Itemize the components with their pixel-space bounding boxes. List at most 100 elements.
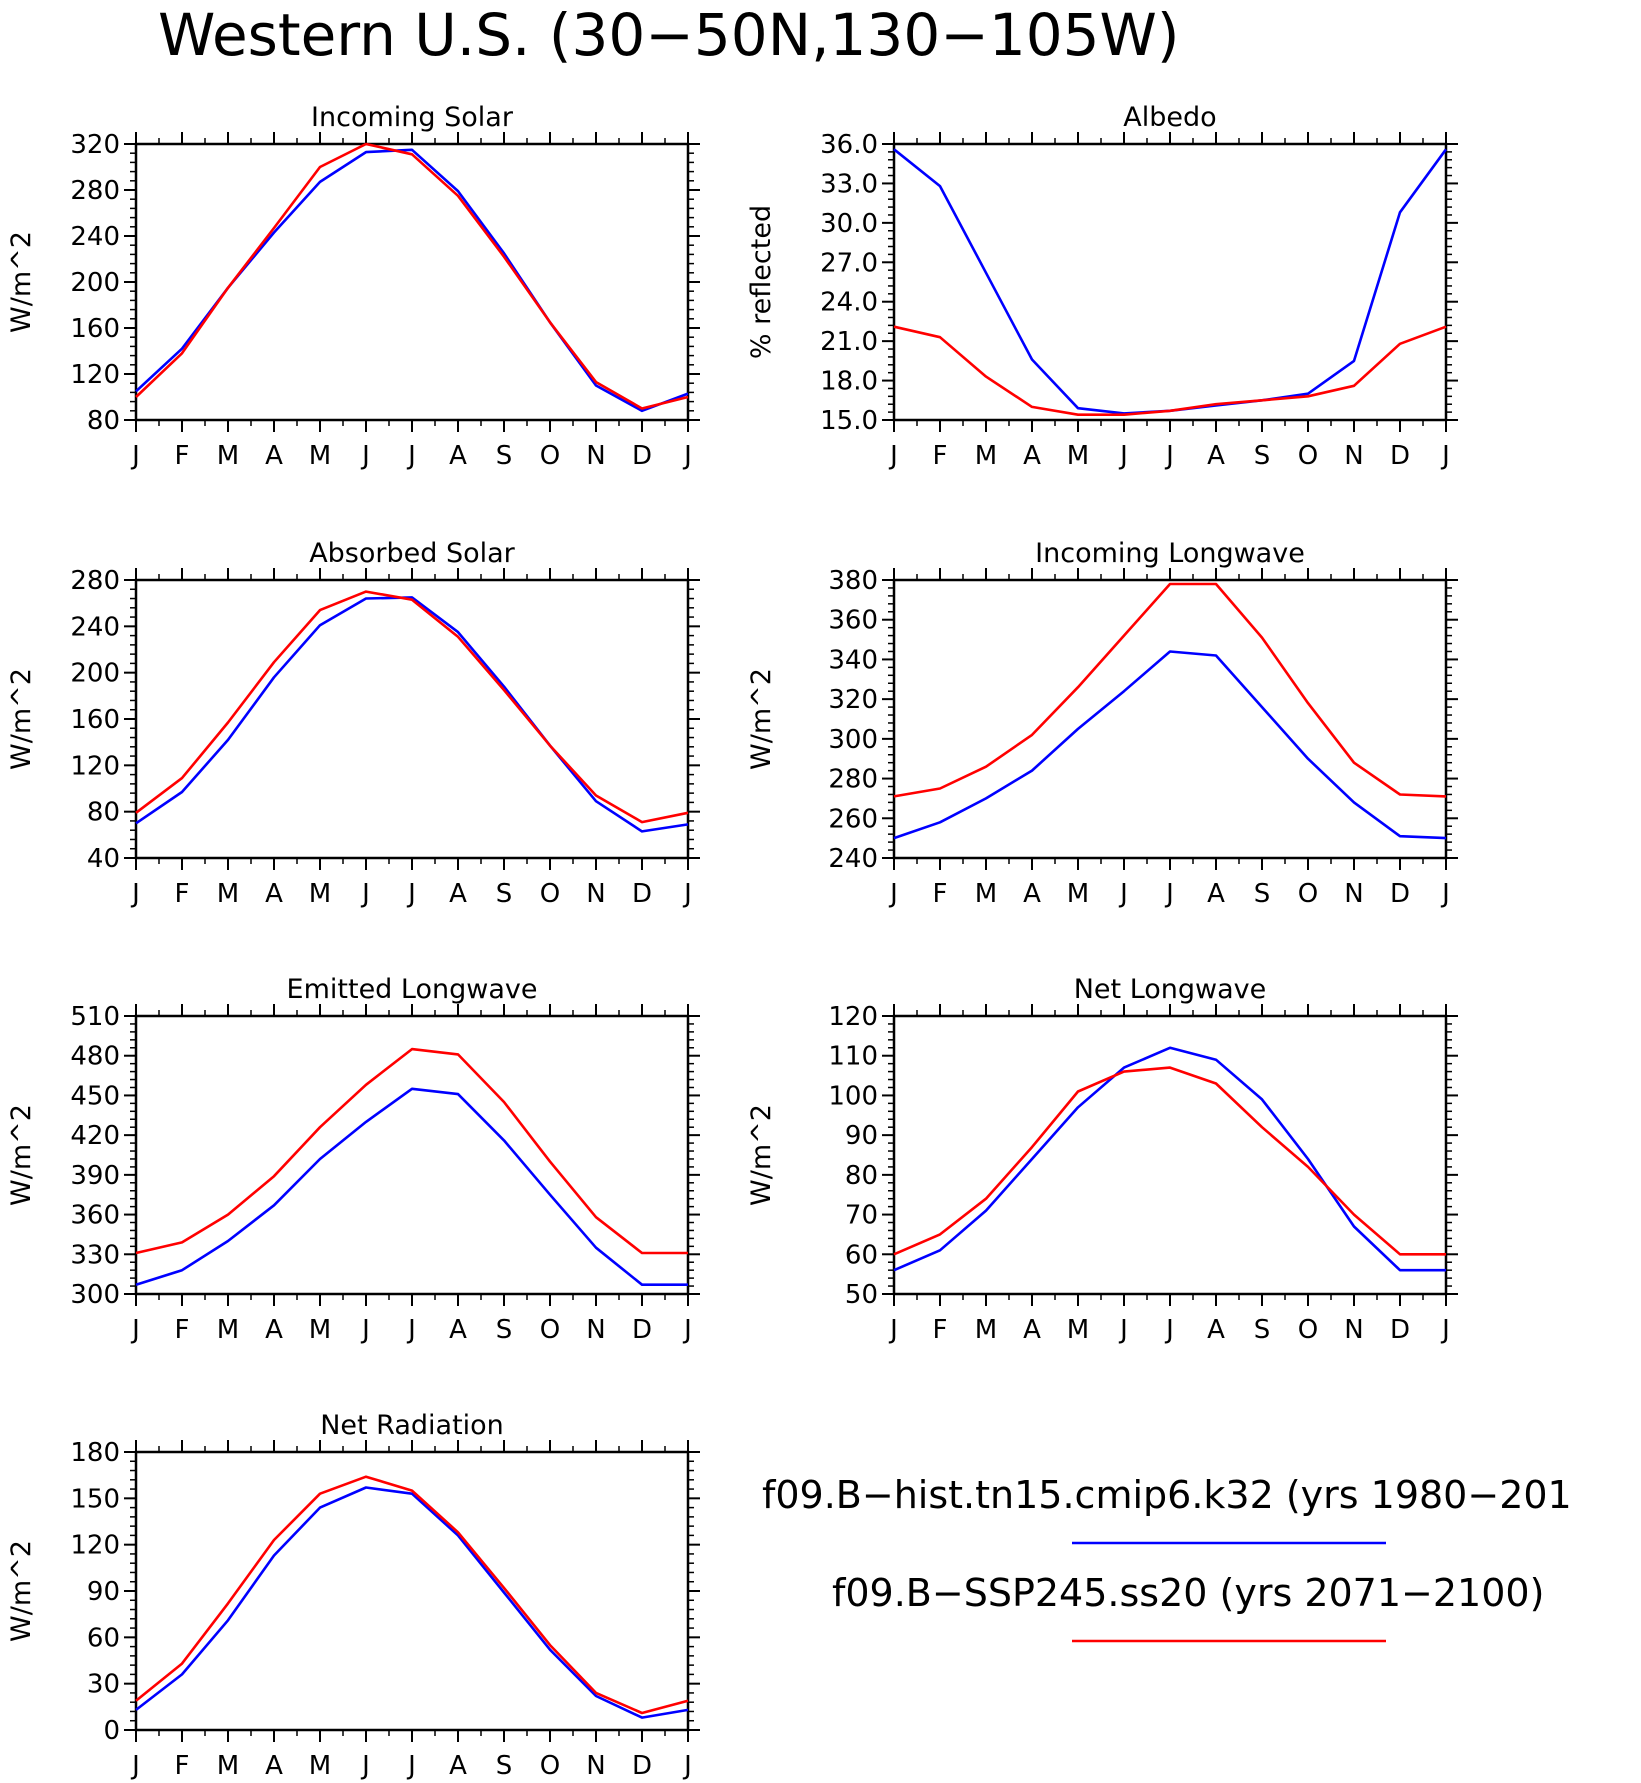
plot-frame [892, 578, 1448, 860]
y-tick-label: 15.0 [820, 406, 878, 436]
panel-title: Net Longwave [1074, 974, 1267, 1005]
x-tick-label: A [265, 879, 283, 909]
y-axis-label: W/m^2 [6, 1104, 37, 1206]
y-tick-label: 300 [70, 1280, 120, 1310]
y-tick-label: 320 [828, 685, 878, 715]
x-tick-label: M [309, 1751, 331, 1781]
panel-title: Absorbed Solar [309, 538, 515, 569]
y-tick-label: 80 [87, 798, 120, 828]
x-tick-label: F [175, 879, 190, 909]
y-tick-label: 120 [70, 360, 120, 390]
x-tick-label: A [265, 441, 283, 471]
x-tick-label: J [1164, 1315, 1174, 1345]
y-tick-label: 120 [828, 1002, 878, 1032]
series-line-hist [135, 1486, 689, 1719]
x-tick-label: D [632, 879, 652, 909]
x-tick-label: D [1390, 879, 1410, 909]
x-tick-label: M [217, 1315, 239, 1345]
y-tick-label: 260 [828, 804, 878, 834]
x-tick-label: N [1344, 441, 1363, 471]
y-tick-label: 450 [70, 1081, 120, 1111]
x-tick-label: S [1254, 441, 1271, 471]
y-tick-label: 33.0 [820, 169, 878, 199]
y-tick-label: 110 [828, 1042, 878, 1072]
x-tick-label: F [175, 1751, 190, 1781]
y-tick-label: 36.0 [820, 130, 878, 160]
x-tick-label: A [449, 1315, 467, 1345]
x-tick-label: N [1344, 879, 1363, 909]
panel-absorbed-solar: J F M A M J J A S O N D J4080120160200240280Absorbed… [6, 538, 700, 909]
y-tick-label: 24.0 [820, 288, 878, 318]
x-tick-label: F [933, 441, 948, 471]
x-tick-label: A [449, 441, 467, 471]
y-tick-label: 0 [103, 1716, 120, 1746]
x-tick-label: S [496, 1751, 513, 1781]
x-tick-label: J [682, 1315, 692, 1345]
y-tick-label: 280 [70, 566, 120, 596]
x-tick-label: N [586, 879, 605, 909]
x-tick-label: M [1067, 1315, 1089, 1345]
y-tick-label: 240 [70, 222, 120, 252]
x-tick-label: J [682, 441, 692, 471]
x-tick-label: N [586, 441, 605, 471]
x-tick-label: J [682, 1751, 692, 1781]
x-tick-label: J [360, 1315, 370, 1345]
x-tick-label: D [1390, 441, 1410, 471]
x-tick-label: S [1254, 879, 1271, 909]
x-tick-label: A [1207, 879, 1225, 909]
x-tick-label: A [265, 1315, 283, 1345]
x-tick-label: D [1390, 1315, 1410, 1345]
x-tick-label: M [1067, 441, 1089, 471]
x-tick-label: N [586, 1751, 605, 1781]
x-tick-label: S [1254, 1315, 1271, 1345]
x-tick-label: A [1023, 879, 1041, 909]
plot-frame [134, 142, 690, 422]
x-tick-label: M [309, 879, 331, 909]
y-tick-label: 30.0 [820, 209, 878, 239]
x-tick-label: M [309, 441, 331, 471]
x-tick-label: J [130, 441, 140, 471]
y-tick-label: 340 [828, 645, 878, 675]
y-tick-label: 420 [70, 1121, 120, 1151]
y-tick-label: 480 [70, 1042, 120, 1072]
x-tick-label: J [406, 1315, 416, 1345]
x-tick-label: J [360, 441, 370, 471]
y-tick-label: 280 [70, 176, 120, 206]
plot-frame [134, 578, 690, 860]
series-line-hist [893, 650, 1447, 840]
y-axis-label: W/m^2 [6, 668, 37, 770]
y-tick-label: 240 [828, 844, 878, 874]
x-tick-label: J [682, 879, 692, 909]
y-tick-label: 80 [845, 1161, 878, 1191]
legend-label-hist: f09.B−hist.tn15.cmip6.k32 (yrs 1980−201 [762, 1473, 1572, 1517]
x-tick-label: S [496, 441, 513, 471]
x-tick-label: J [406, 1751, 416, 1781]
x-tick-label: O [1298, 441, 1318, 471]
y-tick-label: 320 [70, 130, 120, 160]
x-tick-label: D [632, 441, 652, 471]
panel-albedo: J F M A M J J A S O N D J15.018.021.024.027.030.033.… [746, 102, 1458, 471]
legend-label-ssp245: f09.B−SSP245.ss20 (yrs 2071−2100) [832, 1571, 1544, 1615]
x-tick-label: S [496, 879, 513, 909]
series-line-hist [893, 1046, 1446, 1272]
x-tick-label: O [540, 1751, 560, 1781]
y-tick-label: 390 [70, 1161, 120, 1191]
y-tick-label: 300 [828, 725, 878, 755]
x-tick-label: O [1298, 879, 1318, 909]
series-line-ssp245 [135, 142, 689, 410]
x-tick-label: A [1023, 1315, 1041, 1345]
x-tick-label: D [632, 1315, 652, 1345]
y-tick-label: 90 [87, 1577, 120, 1607]
y-tick-label: 60 [845, 1240, 878, 1270]
x-tick-label: J [360, 879, 370, 909]
x-tick-label: J [1164, 879, 1174, 909]
series-line-ssp245 [135, 1475, 689, 1715]
y-tick-label: 80 [87, 406, 120, 436]
x-tick-label: M [975, 441, 997, 471]
y-tick-label: 360 [70, 1201, 120, 1231]
x-tick-label: J [130, 1751, 140, 1781]
y-tick-label: 30 [87, 1670, 120, 1700]
